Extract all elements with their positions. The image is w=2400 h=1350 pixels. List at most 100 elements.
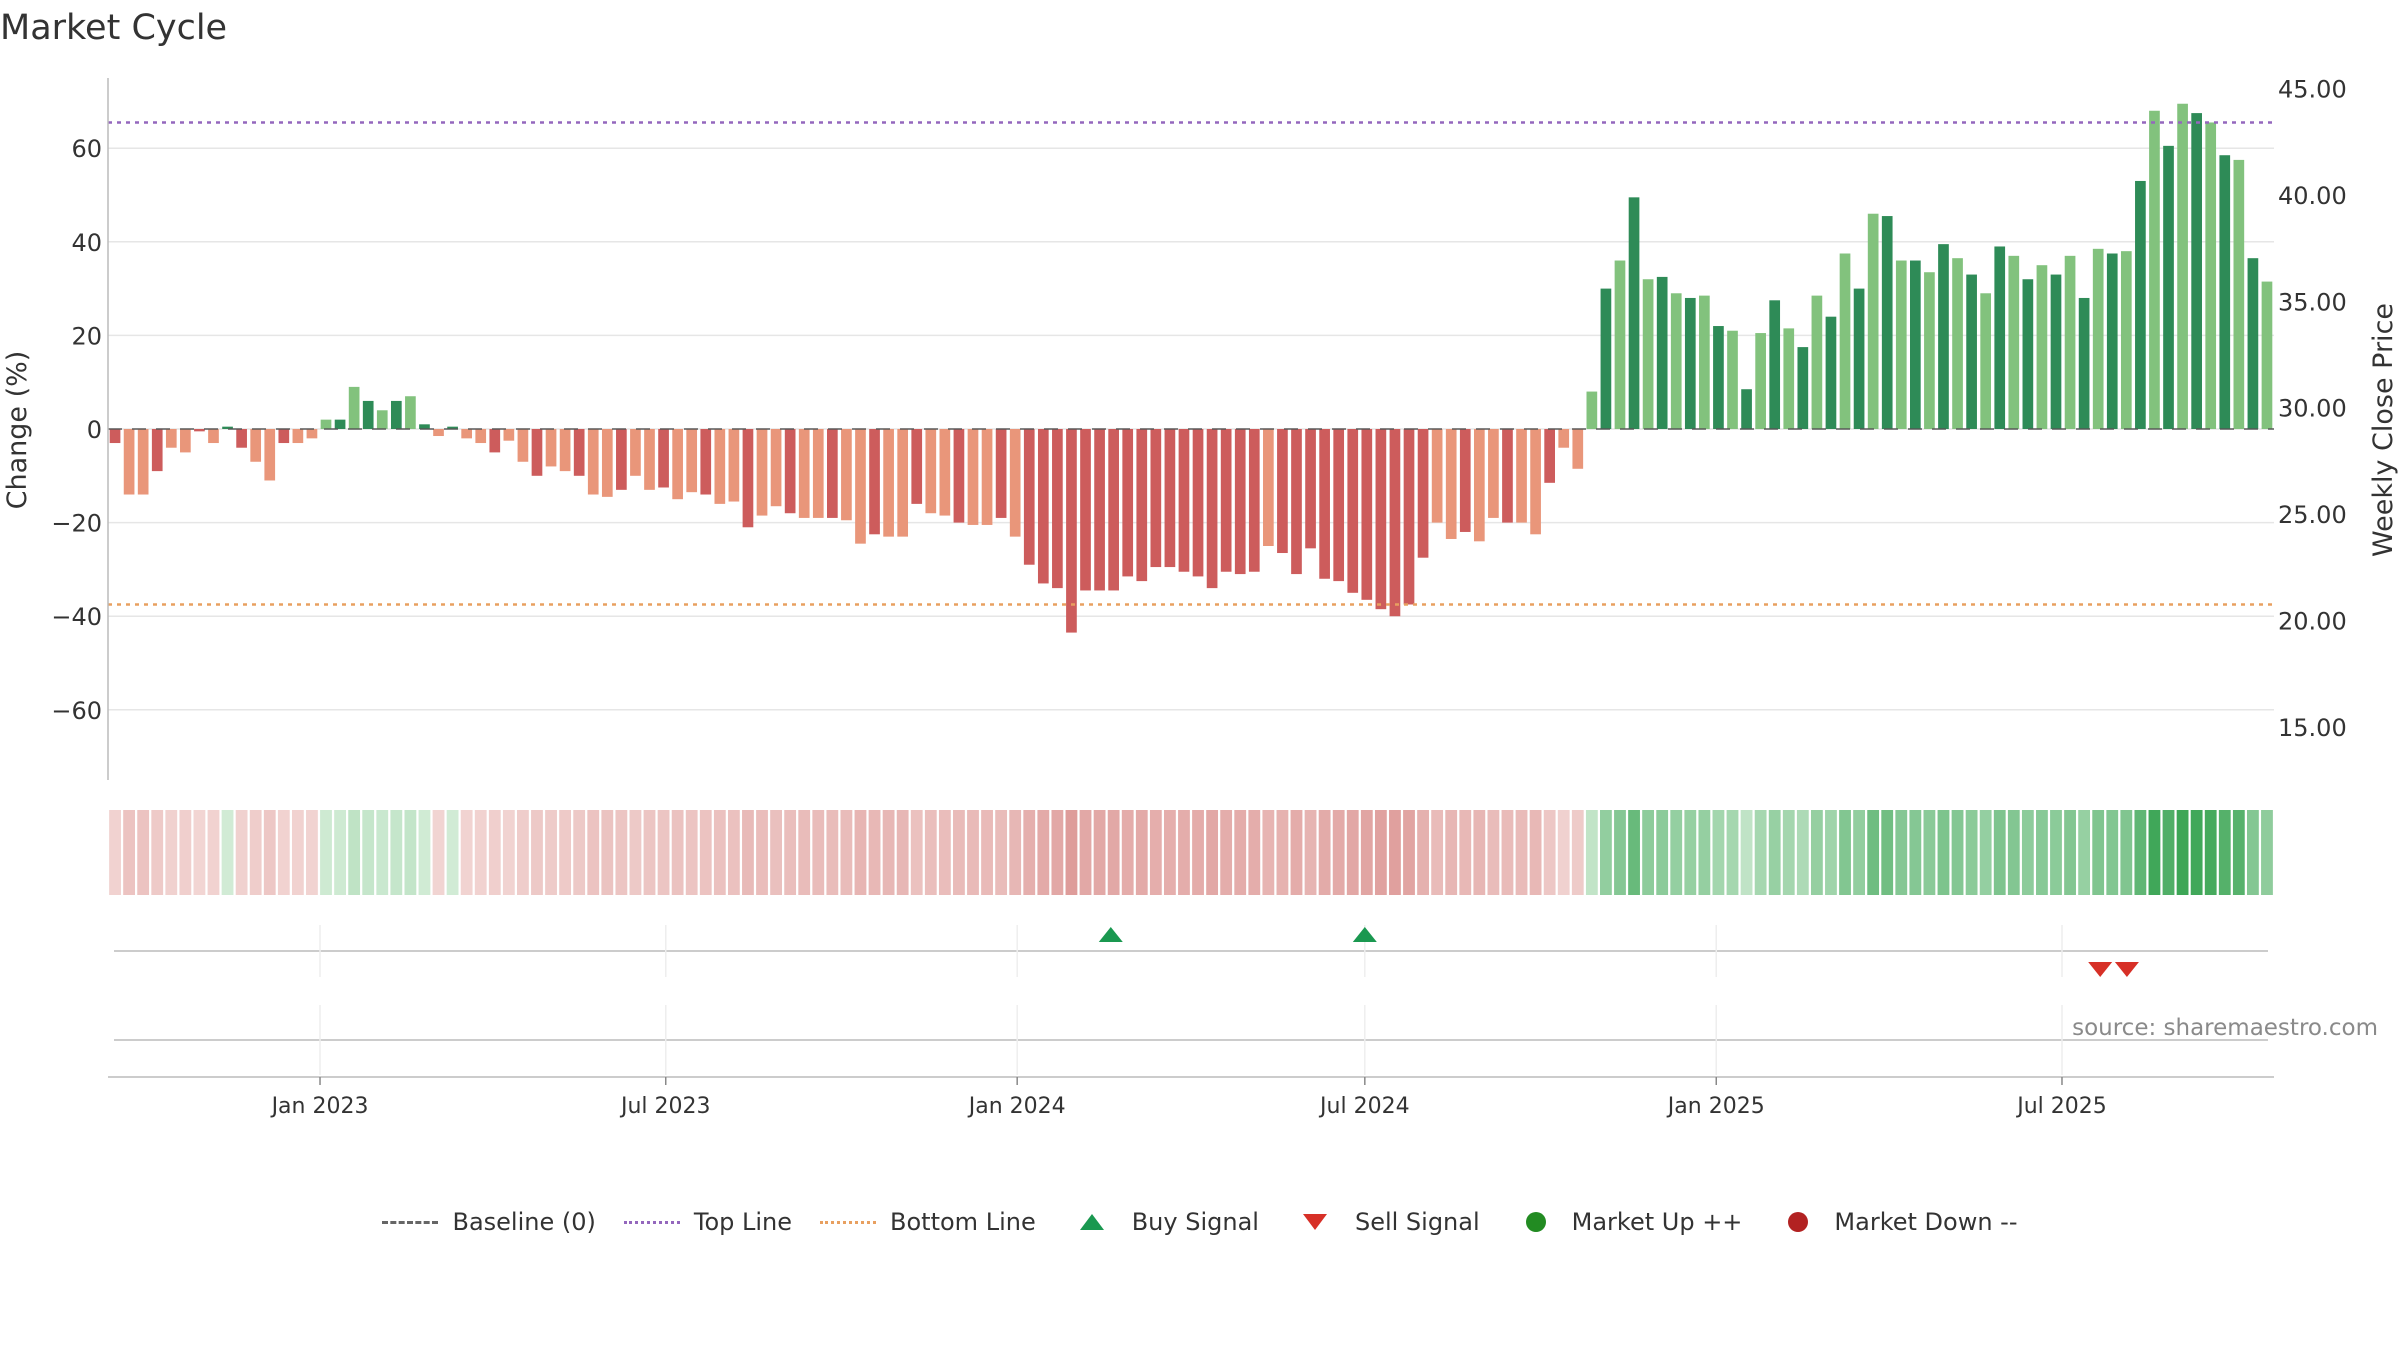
cycle-strip-cell: [2036, 810, 2048, 895]
bar: [798, 429, 810, 518]
cycle-strip-cell: [291, 810, 304, 895]
bar: [2149, 110, 2160, 429]
cycle-strip-cell: [1234, 810, 1247, 895]
cycle-strip-cell: [376, 810, 389, 895]
bar: [756, 429, 768, 516]
cycle-strip-cell: [1628, 810, 1640, 895]
bar: [869, 429, 880, 535]
cycle-strip-cell: [742, 810, 754, 895]
cycle-strip-cell: [981, 810, 993, 895]
cycle-strip-cell: [699, 810, 712, 895]
cycle-strip-cell: [1670, 810, 1683, 895]
bar: [2219, 155, 2231, 429]
bar: [1867, 213, 1879, 429]
cycle-strip-cell: [277, 810, 290, 895]
cycle-strip-cell: [713, 810, 726, 895]
cycle-strip-cell: [193, 810, 206, 895]
bar: [1783, 328, 1795, 429]
bar: [925, 429, 937, 514]
bar: [390, 400, 402, 429]
legend-item-bottom-line: Bottom Line: [820, 1208, 1036, 1236]
dash-line-icon: [382, 1220, 439, 1224]
x-axis: Jan 2023 Jul 2023 Jan 2024 Jul 2024 Jan 2025…: [108, 1076, 2274, 1119]
bar: [1150, 429, 1162, 568]
bar: [278, 429, 290, 444]
bar: [953, 429, 965, 523]
cycle-strip-cell: [1585, 810, 1598, 895]
source-note: source: sharemaestro.com: [2072, 1015, 2378, 1041]
reference-lines: [108, 121, 2274, 606]
cycle-strip-cell: [2162, 810, 2175, 895]
bar: [475, 429, 487, 444]
bar: [1178, 429, 1190, 572]
cycle-strip-cell: [1993, 810, 2006, 895]
bar: [686, 429, 698, 493]
cycle-strip-cell: [1093, 810, 1106, 895]
sell-signal-marker: [2114, 962, 2139, 977]
bar: [2163, 145, 2174, 430]
bar: [1108, 429, 1119, 591]
bar: [123, 429, 135, 495]
dotted-line-icon: [820, 1220, 877, 1224]
bar: [826, 429, 838, 518]
cycle-strip-cell: [1923, 810, 1936, 895]
cycle-strip-cell: [1276, 810, 1289, 895]
buy-signal-marker: [1098, 927, 1123, 942]
dotted-line-icon: [623, 1220, 680, 1224]
cycle-strip-cell: [896, 810, 909, 895]
cycle-strip-cell: [1023, 810, 1036, 895]
bar: [1572, 429, 1584, 469]
cycle-strip-cell: [573, 810, 586, 895]
y2-tick-label: 45.00: [2278, 76, 2347, 104]
bar: [545, 429, 557, 467]
cycle-strip-cell: [1740, 810, 1753, 895]
cycle-strip-cell: [1614, 810, 1626, 895]
y2-tick-label: 35.00: [2278, 288, 2347, 316]
cycle-strip-cell: [629, 810, 642, 895]
cycle-strip-cell: [2092, 810, 2105, 895]
bar: [1727, 330, 1738, 429]
cycle-strip-cell: [671, 810, 684, 895]
cycle-strip-cell: [727, 810, 740, 895]
bar: [109, 429, 121, 444]
bar: [1122, 429, 1134, 577]
cycle-strip-cell: [488, 810, 501, 895]
cycle-strip-cell: [418, 810, 431, 895]
y2-tick-label: 30.00: [2278, 395, 2347, 423]
legend-label: Baseline (0): [452, 1208, 596, 1236]
bar: [630, 429, 641, 476]
buy-signal-marker: [1352, 927, 1377, 942]
y2-axis-label: Weekly Close Price: [2368, 303, 2399, 557]
bar: [1206, 429, 1218, 589]
legend: Baseline (0) Top Line Bottom Line Buy Si…: [0, 1208, 2400, 1236]
bar: [2092, 248, 2104, 429]
cycle-strip-cell: [221, 810, 234, 895]
cycle-strip-cell: [1529, 810, 1542, 895]
bar: [672, 429, 683, 500]
y-axis-label: Change (%): [2, 351, 33, 510]
cycle-strip-cell: [1192, 810, 1204, 895]
cycle-strip-cell: [1304, 810, 1317, 895]
bar: [1881, 216, 1893, 429]
cycle-strip-cell: [882, 810, 895, 895]
cycle-strip-cell: [995, 810, 1008, 895]
bar: [1263, 429, 1274, 546]
bar: [1755, 333, 1766, 429]
cycle-strip-cell: [1487, 810, 1500, 895]
bar: [1333, 429, 1345, 582]
cycle-strip-cell: [1009, 810, 1022, 895]
bar: [897, 429, 909, 537]
axes: 60 40 20 0 −20 −40 −60 45.00 40.00 35.00 30.00 25.0…: [51, 76, 2347, 780]
bar: [855, 429, 866, 544]
cycle-strip-cell: [1712, 810, 1725, 895]
bar: [1277, 429, 1288, 554]
bar: [1417, 429, 1429, 558]
bar: [995, 429, 1007, 518]
cycle-strip-cell: [362, 810, 375, 895]
bar: [1319, 429, 1330, 579]
cycle-strip-cell: [1965, 810, 1978, 895]
bar: [1895, 260, 1907, 429]
cycle-strip-cell: [1417, 810, 1429, 895]
y-tick-label: −20: [51, 510, 102, 538]
bar: [137, 429, 149, 495]
